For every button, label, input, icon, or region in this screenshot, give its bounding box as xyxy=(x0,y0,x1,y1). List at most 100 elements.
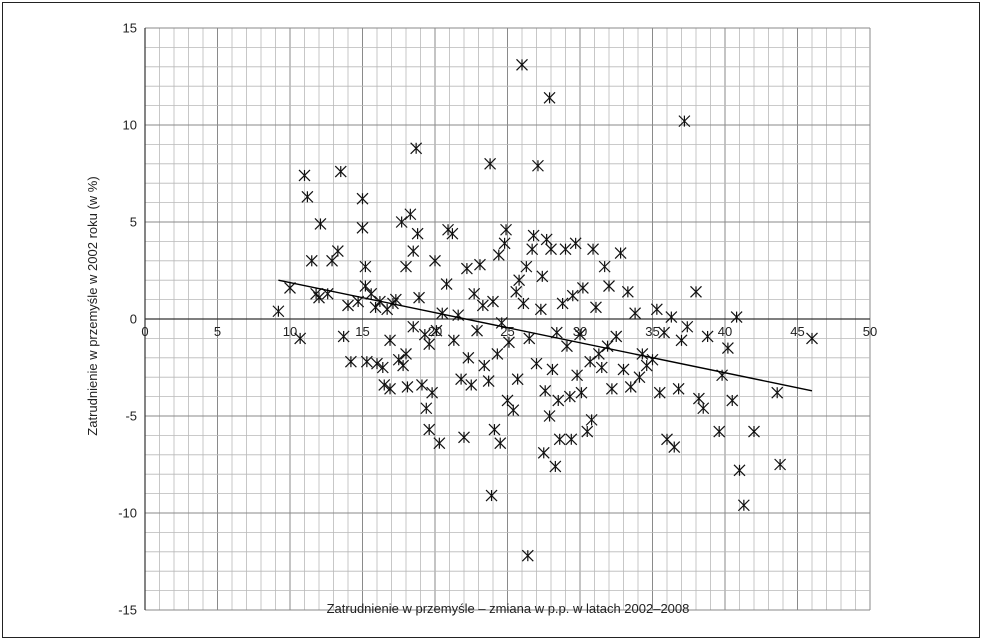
data-point xyxy=(501,394,514,407)
data-point xyxy=(539,384,552,397)
data-point xyxy=(378,379,391,391)
data-point xyxy=(487,295,499,308)
data-point xyxy=(566,289,579,302)
data-point xyxy=(672,382,685,395)
trendline-group xyxy=(278,279,813,392)
x-tick-label: 15 xyxy=(355,324,369,339)
data-point xyxy=(400,347,412,360)
data-point xyxy=(420,402,433,415)
data-point xyxy=(384,334,396,347)
data-point xyxy=(494,437,507,450)
y-tick-label: 10 xyxy=(123,118,137,133)
data-point xyxy=(527,229,540,242)
data-point xyxy=(423,338,436,351)
data-point xyxy=(543,91,556,104)
data-point xyxy=(446,227,459,240)
data-point xyxy=(561,340,573,353)
data-point xyxy=(536,270,549,283)
data-point xyxy=(559,243,572,256)
data-point xyxy=(401,380,414,393)
data-point xyxy=(376,361,389,374)
data-point xyxy=(440,278,453,291)
data-point xyxy=(488,423,501,436)
data-point xyxy=(462,351,475,364)
data-point xyxy=(334,165,347,178)
data-point xyxy=(624,380,637,393)
x-tick-label: 50 xyxy=(863,324,877,339)
data-point xyxy=(474,258,486,271)
data-point xyxy=(713,425,726,438)
data-point xyxy=(342,299,354,312)
y-tick-label: 15 xyxy=(123,21,137,36)
data-point xyxy=(395,216,408,228)
data-point xyxy=(478,359,491,372)
data-point xyxy=(517,297,530,310)
data-point xyxy=(436,307,449,320)
data-point xyxy=(485,489,498,502)
data-point xyxy=(455,373,468,386)
data-point xyxy=(543,410,556,422)
data-point xyxy=(806,332,818,345)
data-point xyxy=(692,392,705,405)
data-point xyxy=(407,320,420,333)
data-point xyxy=(397,359,410,372)
data-point xyxy=(546,363,559,376)
data-point xyxy=(468,287,481,300)
data-point xyxy=(400,260,412,273)
data-point xyxy=(665,311,678,323)
data-point xyxy=(313,291,325,304)
data-point xyxy=(511,373,524,386)
data-point xyxy=(500,223,512,236)
data-point xyxy=(507,404,520,417)
data-point xyxy=(601,340,614,353)
data-point xyxy=(668,441,681,453)
data-point xyxy=(298,169,311,182)
data-point xyxy=(748,425,760,438)
data-point xyxy=(476,299,489,312)
data-point xyxy=(603,280,615,292)
data-point xyxy=(678,115,691,128)
data-point xyxy=(429,254,441,267)
data-point xyxy=(369,301,382,314)
data-point xyxy=(305,254,318,267)
data-point xyxy=(294,332,307,345)
data-point xyxy=(550,326,563,339)
data-point xyxy=(617,363,630,376)
data-point xyxy=(498,237,511,250)
data-point xyxy=(326,254,338,267)
data-point xyxy=(433,437,446,450)
data-point xyxy=(575,386,588,399)
data-point xyxy=(774,458,787,471)
data-point xyxy=(569,237,582,250)
data-point xyxy=(584,355,597,368)
data-point xyxy=(411,227,424,240)
data-point xyxy=(360,355,373,368)
data-point xyxy=(458,431,470,444)
data-point xyxy=(510,285,523,298)
data-point xyxy=(284,282,296,294)
data-point xyxy=(598,260,611,273)
data-point xyxy=(595,361,608,374)
y-tick-label: 0 xyxy=(130,312,137,327)
data-point xyxy=(701,330,714,343)
data-points xyxy=(272,58,818,562)
data-point xyxy=(565,433,578,446)
data-point xyxy=(272,305,285,318)
data-point xyxy=(590,301,602,314)
data-point xyxy=(658,326,671,339)
data-point xyxy=(413,291,425,304)
data-point xyxy=(690,285,702,298)
y-tick-label: -5 xyxy=(125,409,137,424)
trendline xyxy=(278,279,813,392)
data-point xyxy=(430,324,443,337)
data-point xyxy=(513,274,526,287)
data-point xyxy=(371,357,383,370)
data-point xyxy=(331,245,344,258)
data-point xyxy=(530,357,543,370)
x-tick-label: 5 xyxy=(214,324,221,339)
data-point xyxy=(721,342,734,355)
data-point xyxy=(534,303,547,316)
data-point xyxy=(359,260,372,273)
data-point xyxy=(697,402,710,415)
